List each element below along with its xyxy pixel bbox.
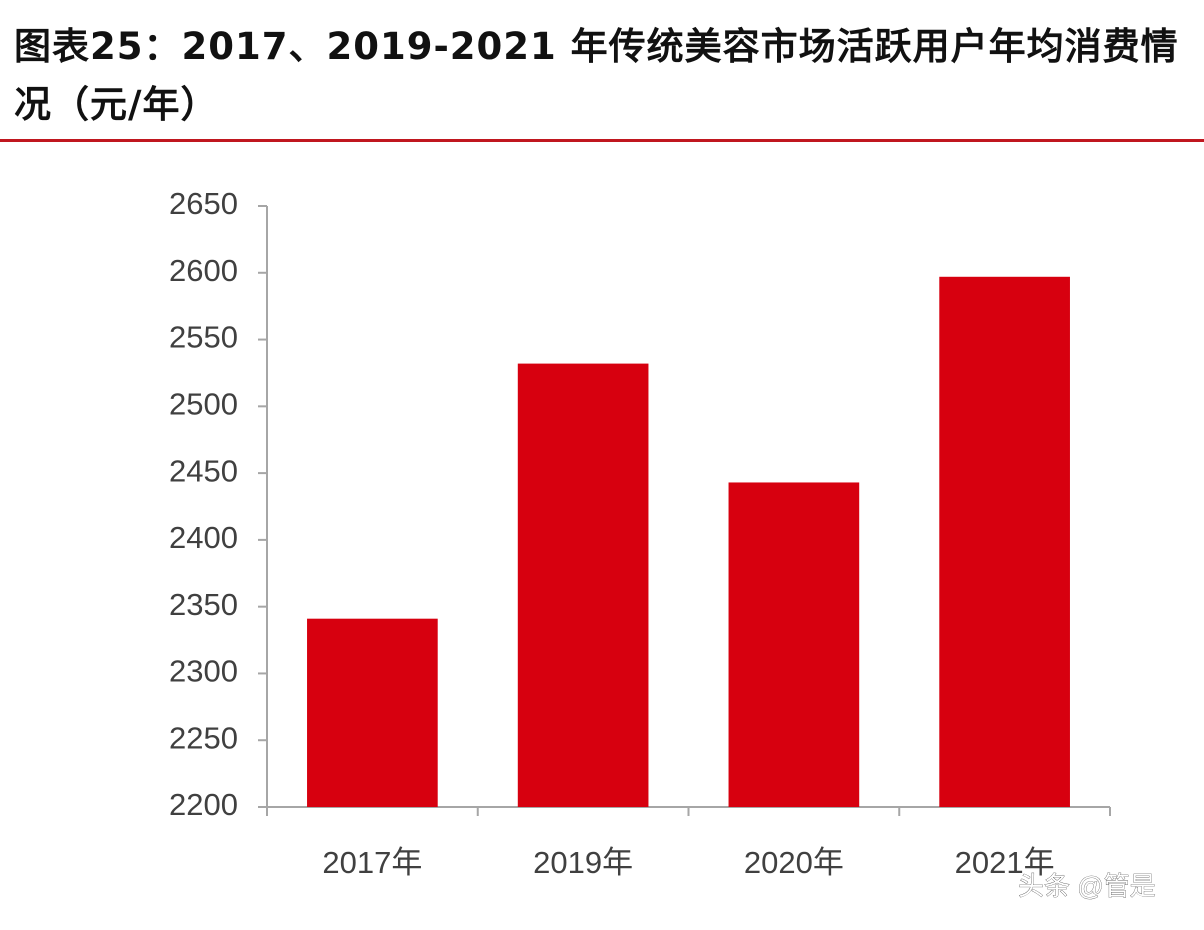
title-rule (0, 139, 1204, 142)
y-tick-label: 2550 (169, 320, 238, 355)
bar (517, 363, 649, 807)
y-tick-label: 2200 (169, 787, 238, 822)
bar (939, 276, 1070, 808)
chart-title: 图表25：2017、2019-2021 年传统美容市场活跃用户年均消费情况（元/… (14, 25, 1179, 126)
y-tick-label: 2350 (169, 587, 238, 622)
x-tick-label: 2019年 (533, 845, 633, 880)
y-tick-label: 2250 (169, 720, 238, 755)
y-tick-label: 2300 (169, 654, 238, 689)
watermark: 头条 @管是 (1018, 871, 1156, 901)
y-tick-label: 2600 (169, 253, 238, 288)
y-tick-label: 2450 (169, 453, 238, 488)
y-tick-label: 2650 (169, 186, 238, 221)
x-tick-label: 2020年 (744, 845, 844, 880)
x-tick-label: 2021年 (955, 845, 1055, 880)
y-tick-label: 2400 (169, 520, 238, 555)
bar (307, 618, 438, 807)
x-tick-label: 2017年 (322, 845, 422, 880)
y-tick-label: 2500 (169, 387, 238, 422)
bar (728, 482, 860, 807)
